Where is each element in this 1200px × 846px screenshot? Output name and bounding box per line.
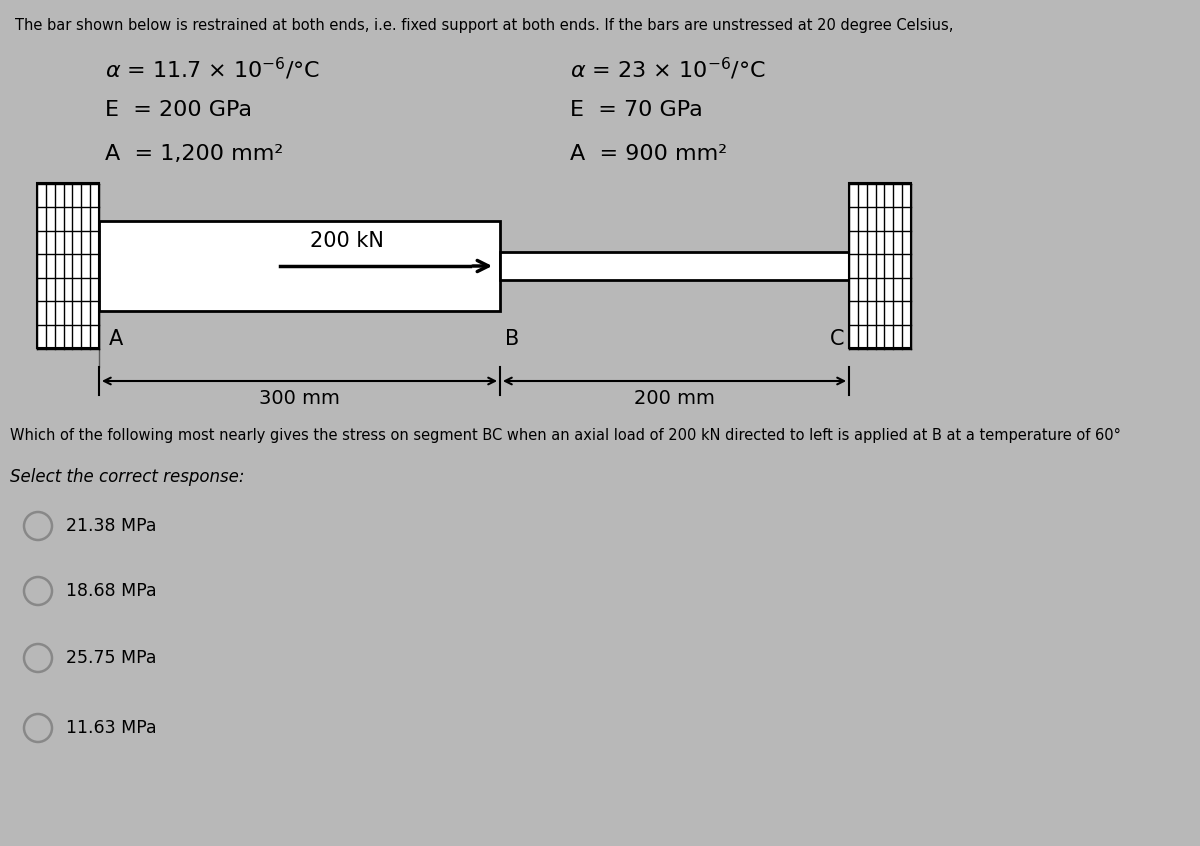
Text: The bar shown below is restrained at both ends, i.e. fixed support at both ends.: The bar shown below is restrained at bot… [14,18,953,33]
Text: E  = 70 GPa: E = 70 GPa [570,100,703,120]
Text: Which of the following most nearly gives the stress on segment BC when an axial : Which of the following most nearly gives… [10,428,1121,443]
Text: 200 kN: 200 kN [310,231,384,251]
Text: E  = 200 GPa: E = 200 GPa [106,100,252,120]
Bar [98,221,500,311]
Text: 25.75 MPa: 25.75 MPa [66,649,156,667]
Text: A  = 1,200 mm²: A = 1,200 mm² [106,144,283,164]
Text: B: B [505,329,520,349]
Text: 11.63 MPa: 11.63 MPa [66,719,157,737]
Text: 21.38 MPa: 21.38 MPa [66,517,156,535]
Text: $\alpha$ = 11.7 $\times$ 10$^{-6}$/°C: $\alpha$ = 11.7 $\times$ 10$^{-6}$/°C [106,56,320,82]
Text: 18.68 MPa: 18.68 MPa [66,582,157,600]
Text: 200 mm: 200 mm [634,389,715,408]
Text: A  = 900 mm²: A = 900 mm² [570,144,727,164]
Text: 300 mm: 300 mm [259,389,340,408]
Bar [37,184,98,349]
Text: Select the correct response:: Select the correct response: [10,468,245,486]
Text: C: C [829,329,844,349]
Text: A: A [109,329,124,349]
Text: $\alpha$ = 23 $\times$ 10$^{-6}$/°C: $\alpha$ = 23 $\times$ 10$^{-6}$/°C [570,56,766,82]
Bar [500,252,850,280]
Bar [850,184,911,349]
